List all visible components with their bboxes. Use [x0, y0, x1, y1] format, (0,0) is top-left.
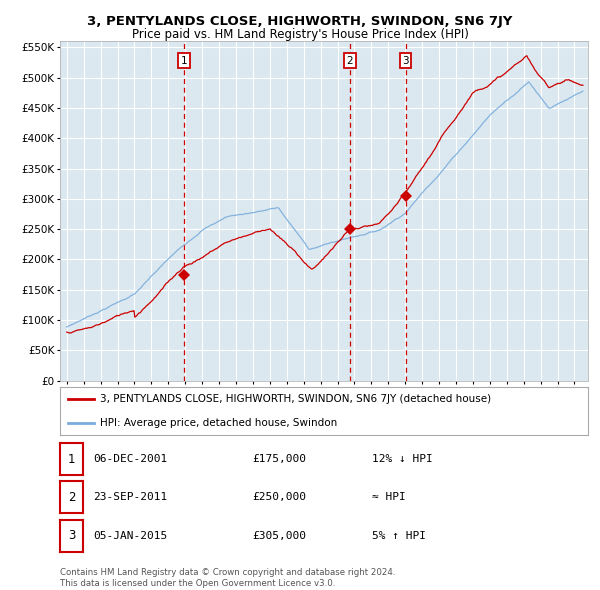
Text: £305,000: £305,000 [252, 531, 306, 540]
Text: £250,000: £250,000 [252, 493, 306, 502]
Text: 05-JAN-2015: 05-JAN-2015 [93, 531, 167, 540]
Text: Contains HM Land Registry data © Crown copyright and database right 2024.: Contains HM Land Registry data © Crown c… [60, 568, 395, 576]
Text: ≈ HPI: ≈ HPI [372, 493, 406, 502]
Text: 3, PENTYLANDS CLOSE, HIGHWORTH, SWINDON, SN6 7JY: 3, PENTYLANDS CLOSE, HIGHWORTH, SWINDON,… [88, 15, 512, 28]
Text: 3, PENTYLANDS CLOSE, HIGHWORTH, SWINDON, SN6 7JY (detached house): 3, PENTYLANDS CLOSE, HIGHWORTH, SWINDON,… [100, 394, 491, 404]
Text: This data is licensed under the Open Government Licence v3.0.: This data is licensed under the Open Gov… [60, 579, 335, 588]
Text: 12% ↓ HPI: 12% ↓ HPI [372, 454, 433, 464]
Text: 06-DEC-2001: 06-DEC-2001 [93, 454, 167, 464]
Text: 5% ↑ HPI: 5% ↑ HPI [372, 531, 426, 540]
Text: 23-SEP-2011: 23-SEP-2011 [93, 493, 167, 502]
Text: HPI: Average price, detached house, Swindon: HPI: Average price, detached house, Swin… [100, 418, 337, 428]
Text: £175,000: £175,000 [252, 454, 306, 464]
Text: 1: 1 [68, 453, 75, 466]
Text: Price paid vs. HM Land Registry's House Price Index (HPI): Price paid vs. HM Land Registry's House … [131, 28, 469, 41]
Text: 1: 1 [181, 55, 187, 65]
Text: 3: 3 [68, 529, 75, 542]
Text: 2: 2 [347, 55, 353, 65]
Text: 2: 2 [68, 491, 75, 504]
Text: 3: 3 [402, 55, 409, 65]
